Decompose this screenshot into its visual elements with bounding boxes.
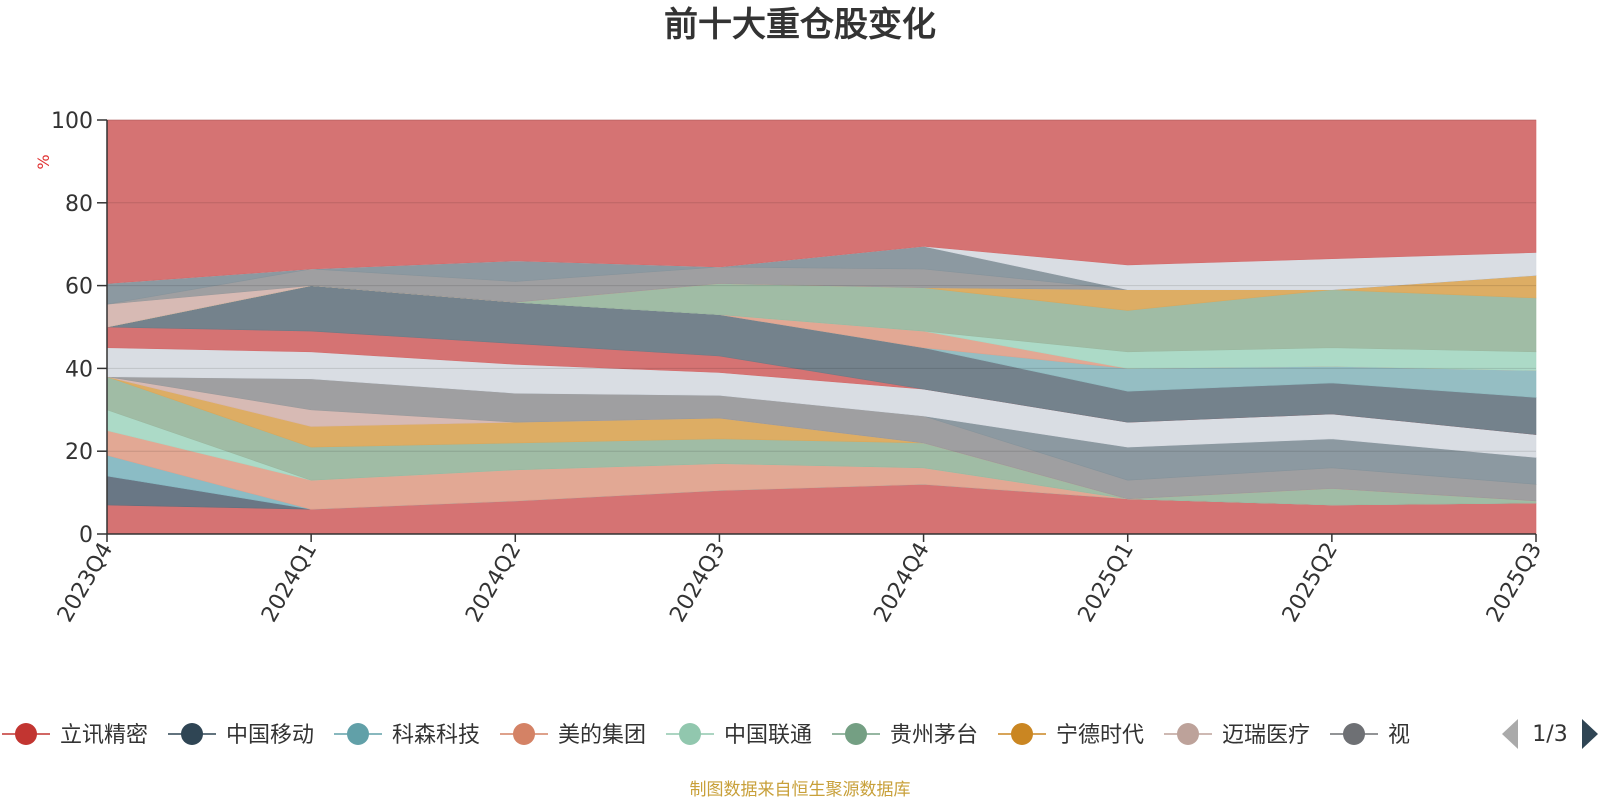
legend-item[interactable]: 贵州茅台 [832,723,978,748]
x-tick-label: 2024Q4 [869,539,934,627]
legend-label: 美的集团 [558,723,646,748]
legend-pager: 1/3 [1502,719,1598,749]
y-tick-label: 100 [51,109,93,134]
legend-item[interactable]: 宁德时代 [998,723,1144,748]
legend-item[interactable]: 视 [1330,723,1410,748]
x-tick-label: 2025Q2 [1278,539,1343,627]
y-axis-label: % [34,154,53,169]
legend-label: 贵州茅台 [890,723,978,748]
legend-marker [1177,723,1199,745]
legend-marker [347,723,369,745]
legend-item[interactable]: 迈瑞医疗 [1164,723,1310,748]
legend-marker [679,723,701,745]
x-tick-label: 2024Q2 [461,539,526,627]
legend-label: 中国移动 [226,723,314,748]
legend-label: 立讯精密 [60,723,148,748]
legend-item[interactable]: 科森科技 [334,723,480,748]
legend-item[interactable]: 中国移动 [168,723,314,748]
legend-label: 科森科技 [392,723,480,748]
y-tick-label: 20 [65,440,93,465]
legend-marker [513,723,535,745]
x-tick-label: 2025Q3 [1482,539,1547,627]
x-tick-label: 2024Q3 [665,539,730,627]
area-layer [106,119,1537,535]
x-tick-label: 2025Q1 [1074,539,1139,627]
legend-label: 中国联通 [724,723,812,748]
x-tick-label: 2024Q1 [257,539,322,627]
source-note: 制图数据来自恒生聚源数据库 [690,780,911,800]
legend-label: 视 [1388,723,1410,748]
y-tick-label: 60 [65,275,93,300]
area-band-23 [106,119,1537,284]
legend-label: 迈瑞医疗 [1222,723,1310,748]
y-tick-label: 80 [65,192,93,217]
x-tick-label: 2023Q4 [53,539,118,627]
legend-item[interactable]: 立讯精密 [2,723,148,748]
chart-title: 前十大重仓股变化 [664,5,936,45]
legend-marker [1343,723,1365,745]
legend-item[interactable]: 美的集团 [500,723,646,748]
legend-item[interactable]: 中国联通 [666,723,812,748]
legend-marker [181,723,203,745]
y-tick-label: 40 [65,357,93,382]
grid-layer [107,119,1536,452]
y-tick-label: 0 [79,523,93,548]
legend-marker [1011,723,1033,745]
pager-prev-icon[interactable] [1502,719,1518,749]
pager-text: 1/3 [1532,722,1567,747]
legend-marker [845,723,867,745]
legend-label: 宁德时代 [1056,723,1144,748]
legend-items: 立讯精密 中国移动 科森科技 美的集团 中国联通 贵州茅台 宁德时代 迈瑞医疗 视 [2,723,1410,748]
legend-marker [15,723,37,745]
pager-next-icon[interactable] [1582,719,1598,749]
legend[interactable]: 立讯精密 中国移动 科森科技 美的集团 中国联通 贵州茅台 宁德时代 迈瑞医疗 视 [2,723,1410,748]
